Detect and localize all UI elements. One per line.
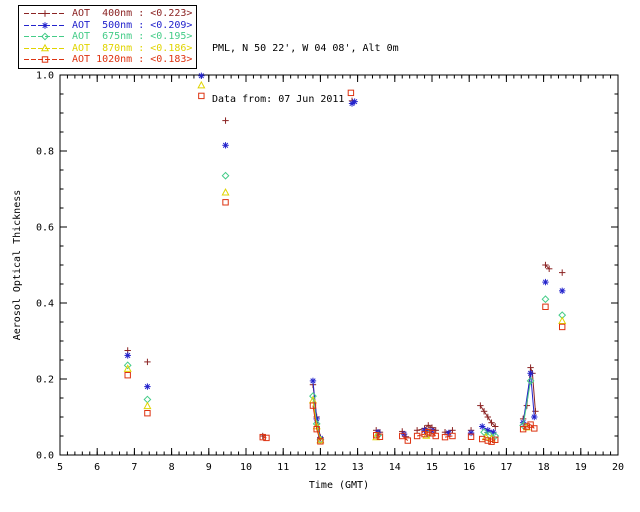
series-aot-1020nm <box>124 89 566 445</box>
legend-sample-aot-1020nm <box>24 56 66 63</box>
legend-label-aot-870nm: AOT 870nm : <0.186> <box>72 42 193 54</box>
data-date: Data from: 07 Jun 2011 <box>212 94 345 105</box>
x-tick-label: 19 <box>575 462 587 473</box>
legend-label-aot-400nm: AOT 400nm : <0.223> <box>72 8 193 20</box>
x-tick-label: 15 <box>426 462 438 473</box>
legend-box: AOT 400nm : <0.223> AOT 500nm : <0.209> AO… <box>18 5 198 69</box>
x-tick-label: 8 <box>169 462 175 473</box>
x-tick-label: 11 <box>277 462 289 473</box>
legend-sample-aot-675nm <box>24 32 66 41</box>
y-tick-label: 0.6 <box>36 223 54 234</box>
x-tick-label: 18 <box>538 462 550 473</box>
legend-row-aot-675nm: AOT 675nm : <0.195> <box>22 31 192 43</box>
y-tick-label: 0.4 <box>36 299 54 310</box>
x-axis-title: Time (GMT) <box>309 480 369 491</box>
legend-sample-aot-500nm <box>24 22 66 29</box>
legend-row-aot-1020nm: AOT 1020nm : <0.183> <box>22 54 192 66</box>
x-tick-label: 14 <box>389 462 401 473</box>
x-tick-label: 20 <box>612 462 624 473</box>
x-tick-label: 17 <box>500 462 512 473</box>
legend-row-aot-400nm: AOT 400nm : <0.223> <box>22 8 192 20</box>
axis-labels: 5 6 7 8 9 10 11 12 13 14 15 16 17 18 19 20 0.0 0.2 0.4 0.6 0… <box>12 71 624 492</box>
x-tick-label: 13 <box>352 462 364 473</box>
y-tick-label: 0.2 <box>36 375 54 386</box>
x-tick-label: 5 <box>57 462 63 473</box>
legend-row-aot-870nm: AOT 870nm : <0.186> <box>22 43 192 55</box>
x-tick-label: 9 <box>206 462 212 473</box>
legend-label-aot-1020nm: AOT 1020nm : <0.183> <box>72 54 193 66</box>
axis-ticks <box>59 74 619 456</box>
y-tick-label: 1.0 <box>36 71 54 82</box>
x-tick-label: 12 <box>314 462 326 473</box>
plot-header: PML, N 50 22', W 04 08', Alt 0m Data fro… <box>212 6 399 142</box>
series-aot-675nm <box>123 171 567 444</box>
x-tick-label: 10 <box>240 462 252 473</box>
y-tick-label: 0.0 <box>36 451 54 462</box>
x-tick-label: 6 <box>94 462 100 473</box>
x-tick-label: 7 <box>131 462 137 473</box>
x-tick-label: 16 <box>463 462 475 473</box>
y-axis-title: Aerosol Optical Thickness <box>12 190 23 341</box>
legend-label-aot-500nm: AOT 500nm : <0.209> <box>72 19 193 31</box>
station-info: PML, N 50 22', W 04 08', Alt 0m <box>212 43 399 54</box>
series-aot-400nm <box>124 97 566 441</box>
legend-row-aot-500nm: AOT 500nm : <0.209> <box>22 20 192 32</box>
legend-sample-aot-400nm <box>24 10 66 17</box>
y-tick-label: 0.8 <box>36 147 54 158</box>
legend-sample-aot-870nm <box>24 43 66 51</box>
legend-label-aot-675nm: AOT 675nm : <0.195> <box>72 31 193 43</box>
